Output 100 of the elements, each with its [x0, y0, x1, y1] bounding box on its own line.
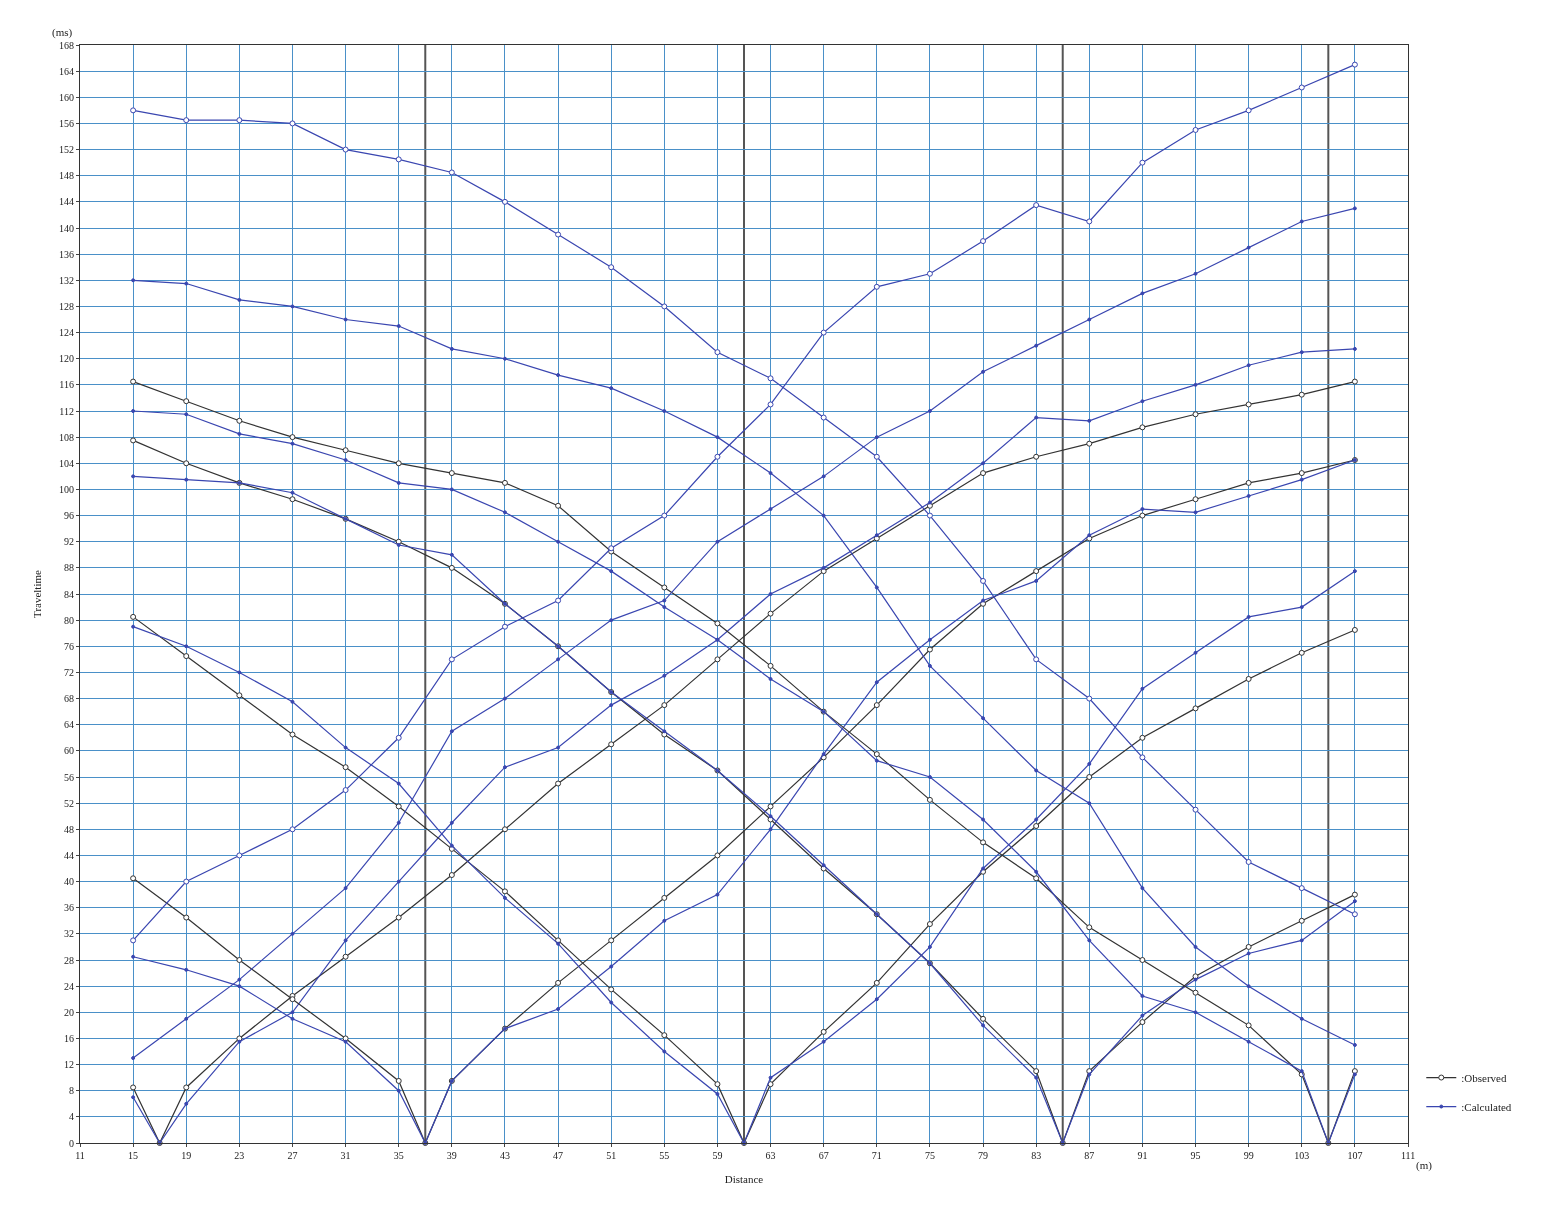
point: [183, 914, 190, 921]
point: [768, 676, 773, 681]
point: [768, 1075, 773, 1080]
point: [184, 1016, 189, 1021]
y-tick-label: 16: [64, 1032, 74, 1044]
point: [343, 317, 348, 322]
y-tick-label: 108: [59, 431, 74, 443]
point: [448, 872, 455, 879]
point: [980, 600, 987, 607]
point: [927, 663, 932, 668]
point: [1086, 695, 1093, 702]
point: [342, 1035, 349, 1042]
point: [926, 502, 933, 509]
point: [1087, 1072, 1092, 1077]
point: [395, 914, 402, 921]
point: [715, 435, 720, 440]
y-tick-label: 72: [64, 666, 74, 678]
point: [1352, 346, 1357, 351]
x-tick-label: 79: [978, 1150, 989, 1161]
point: [343, 1039, 348, 1044]
point: [873, 979, 880, 986]
point: [555, 597, 562, 604]
point: [1352, 1072, 1357, 1077]
point: [927, 637, 932, 642]
point: [873, 453, 880, 460]
y-tick-label: 136: [59, 248, 74, 260]
x-tick-label: 19: [181, 1150, 192, 1161]
point: [1298, 885, 1305, 892]
y-tick-label: 24: [64, 980, 74, 992]
point: [662, 605, 667, 610]
point: [768, 827, 773, 832]
point: [449, 843, 454, 848]
point: [661, 584, 668, 591]
point: [343, 886, 348, 891]
point: [131, 1056, 136, 1061]
point: [449, 552, 454, 557]
point: [1087, 418, 1092, 423]
point: [396, 480, 401, 485]
point: [556, 1007, 561, 1012]
point: [1192, 496, 1199, 503]
point: [1034, 768, 1039, 773]
point: [449, 729, 454, 734]
point: [131, 474, 136, 479]
y-tick-label: 56: [64, 771, 74, 783]
y-tick-label: 104: [59, 457, 74, 469]
point: [1033, 202, 1040, 209]
point: [290, 441, 295, 446]
x-tick-label: 59: [712, 1150, 723, 1161]
y-tick-label: 140: [59, 222, 74, 234]
point: [714, 620, 721, 627]
point: [502, 696, 507, 701]
point: [1193, 977, 1198, 982]
point: [1351, 891, 1358, 898]
point: [980, 839, 987, 846]
x-tick-label: 91: [1137, 1150, 1148, 1161]
x-tick-label: 99: [1243, 1150, 1254, 1161]
point: [555, 780, 562, 787]
point: [183, 653, 190, 660]
point: [1351, 1068, 1358, 1075]
point: [981, 461, 986, 466]
x-tick-label: 51: [606, 1150, 617, 1161]
point: [1140, 399, 1145, 404]
point: [1246, 984, 1251, 989]
point: [609, 618, 614, 623]
point: [874, 997, 879, 1002]
y-tick-label: 156: [59, 117, 74, 129]
point: [981, 369, 986, 374]
point: [555, 231, 562, 238]
point: [236, 852, 243, 859]
point: [289, 496, 296, 503]
point: [1245, 479, 1252, 486]
point: [1193, 271, 1198, 276]
point: [926, 796, 933, 803]
point: [184, 967, 189, 972]
y-tick-label: 80: [64, 614, 74, 626]
point: [395, 460, 402, 467]
point: [184, 477, 189, 482]
point: [131, 624, 136, 629]
point: [290, 931, 295, 936]
point: [1298, 917, 1305, 924]
point: [1140, 507, 1145, 512]
point: [1086, 924, 1093, 931]
point: [237, 297, 242, 302]
point: [395, 1077, 402, 1084]
y-tick-label: 44: [64, 849, 74, 861]
point: [767, 662, 774, 669]
x-tick-label: 39: [446, 1150, 457, 1161]
point: [1352, 899, 1357, 904]
point: [662, 1049, 667, 1054]
point: [714, 656, 721, 663]
point: [501, 479, 508, 486]
point: [1087, 533, 1092, 538]
point: [980, 1015, 987, 1022]
point: [662, 918, 667, 923]
x-tick-label: 103: [1294, 1150, 1310, 1161]
point: [715, 539, 720, 544]
point: [1299, 1016, 1304, 1021]
point: [1033, 823, 1040, 830]
y-tick-label: 112: [59, 405, 74, 417]
x-tick-label: 47: [553, 1150, 564, 1161]
